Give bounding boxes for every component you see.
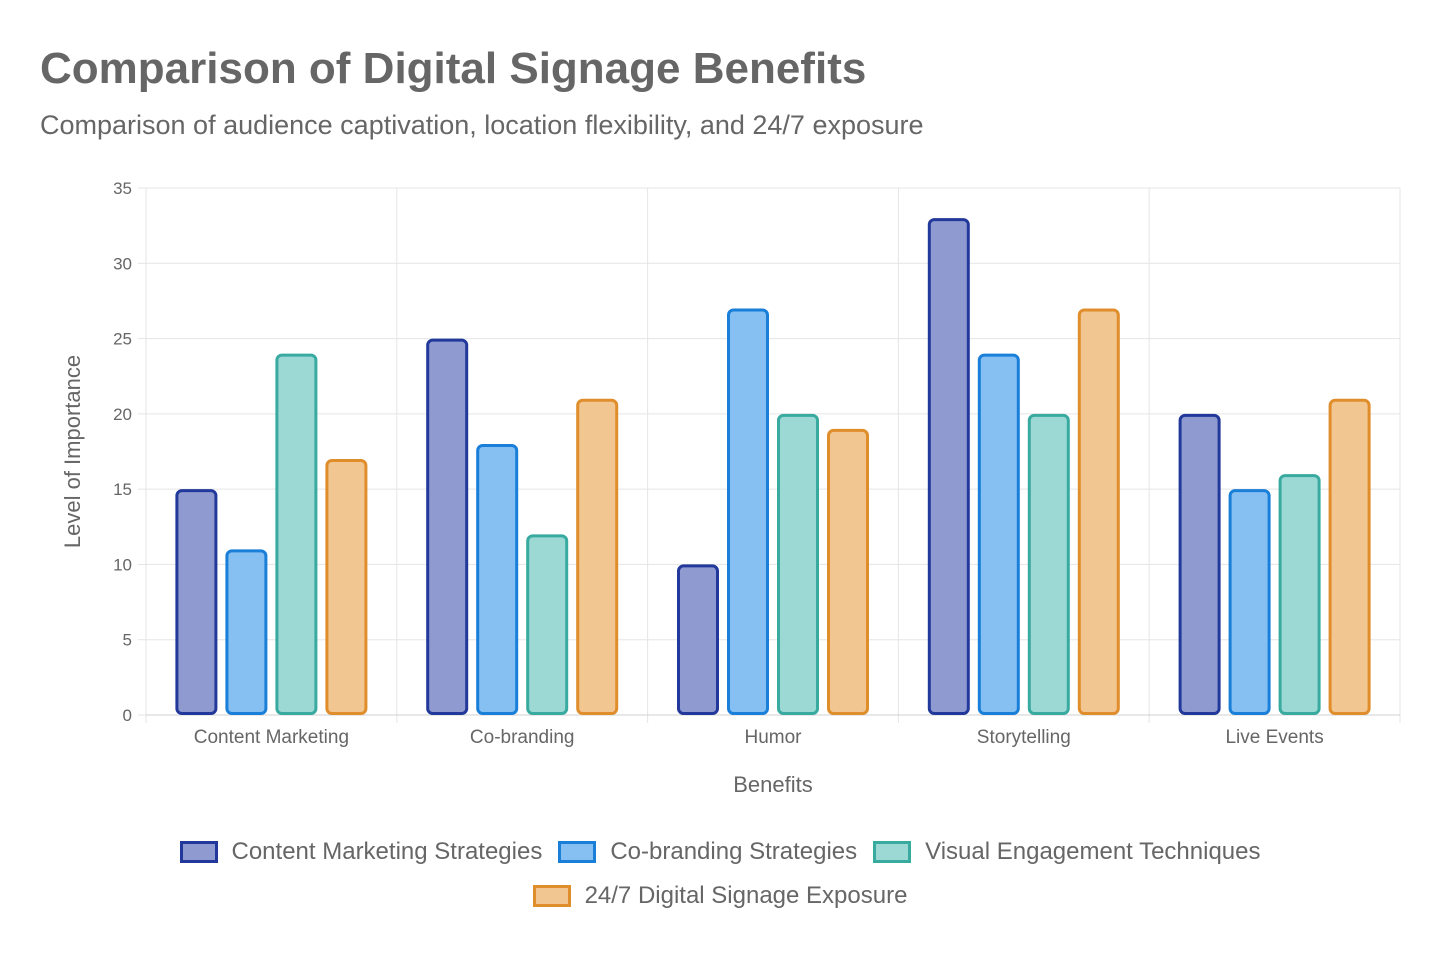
y-tick-label: 5 bbox=[123, 631, 132, 650]
bar-co-branding-strategies-live-events bbox=[1228, 489, 1271, 715]
legend-swatch-co-branding-strategies bbox=[558, 841, 597, 863]
y-tick-label: 30 bbox=[113, 254, 132, 273]
legend-item-visual-engagement-techniques[interactable]: Visual Engagement Techniques bbox=[873, 838, 1261, 866]
y-tick-label: 0 bbox=[123, 706, 132, 725]
bar-content-marketing-strategies-live-events bbox=[1178, 413, 1221, 715]
bar-content-marketing-strategies-storytelling bbox=[927, 218, 970, 715]
y-tick-label: 25 bbox=[113, 330, 132, 349]
legend-swatch-24-7-digital-signage-exposure bbox=[532, 885, 571, 907]
y-tick-label: 10 bbox=[113, 555, 132, 574]
x-tick-label-storytelling: Storytelling bbox=[977, 727, 1071, 748]
bar-co-branding-strategies-humor bbox=[727, 308, 769, 715]
legend-row-2: 24/7 Digital Signage Exposure bbox=[0, 876, 1440, 916]
bar-content-marketing-strategies-content-marketing bbox=[175, 489, 218, 715]
bar-24-7-digital-signage-exposure-live-events bbox=[1328, 398, 1371, 715]
legend-item-24-7-digital-signage-exposure[interactable]: 24/7 Digital Signage Exposure bbox=[532, 882, 908, 910]
bar-co-branding-strategies-co-branding bbox=[476, 443, 519, 715]
y-tick-label: 15 bbox=[113, 480, 132, 499]
bar-co-branding-strategies-content-marketing bbox=[225, 549, 268, 715]
y-axis-title: Level of Importance bbox=[60, 355, 85, 548]
bar-visual-engagement-techniques-live-events bbox=[1278, 474, 1321, 716]
bar-content-marketing-strategies-co-branding bbox=[426, 338, 469, 715]
legend-item-co-branding-strategies[interactable]: Co-branding Strategies bbox=[558, 838, 857, 866]
chart-title: Comparison of Digital Signage Benefits bbox=[40, 44, 867, 93]
bar-visual-engagement-techniques-humor bbox=[777, 413, 819, 715]
bar-visual-engagement-techniques-content-marketing bbox=[275, 353, 318, 715]
bar-24-7-digital-signage-exposure-storytelling bbox=[1077, 308, 1120, 715]
x-tick-label-content-marketing: Content Marketing bbox=[194, 727, 349, 748]
chart-subtitle: Comparison of audience captivation, loca… bbox=[40, 110, 924, 140]
x-axis-title: Benefits bbox=[733, 772, 813, 797]
bar-co-branding-strategies-storytelling bbox=[977, 353, 1020, 715]
chart-legend: Content Marketing Strategies Co-branding… bbox=[0, 832, 1440, 920]
bar-24-7-digital-signage-exposure-co-branding bbox=[576, 398, 619, 715]
y-tick-label: 35 bbox=[113, 179, 132, 198]
legend-row-1: Content Marketing Strategies Co-branding… bbox=[0, 832, 1440, 872]
legend-label: Content Marketing Strategies bbox=[231, 838, 543, 865]
legend-label: Co-branding Strategies bbox=[610, 838, 858, 865]
legend-item-content-marketing-strategies[interactable]: Content Marketing Strategies bbox=[179, 838, 543, 866]
bar-visual-engagement-techniques-co-branding bbox=[526, 534, 569, 715]
bar-24-7-digital-signage-exposure-content-marketing bbox=[325, 459, 368, 715]
legend-label: Visual Engagement Techniques bbox=[925, 838, 1261, 865]
legend-swatch-content-marketing-strategies bbox=[179, 841, 218, 863]
y-tick-label: 20 bbox=[113, 405, 132, 424]
x-tick-label-co-branding: Co-branding bbox=[470, 727, 575, 748]
bar-content-marketing-strategies-humor bbox=[677, 564, 719, 716]
bar-visual-engagement-techniques-storytelling bbox=[1027, 413, 1070, 715]
x-tick-label-live-events: Live Events bbox=[1225, 727, 1323, 748]
legend-swatch-visual-engagement-techniques bbox=[873, 841, 912, 863]
x-tick-label-humor: Humor bbox=[744, 727, 802, 748]
bar-24-7-digital-signage-exposure-humor bbox=[827, 428, 869, 715]
legend-label: 24/7 Digital Signage Exposure bbox=[584, 882, 908, 909]
